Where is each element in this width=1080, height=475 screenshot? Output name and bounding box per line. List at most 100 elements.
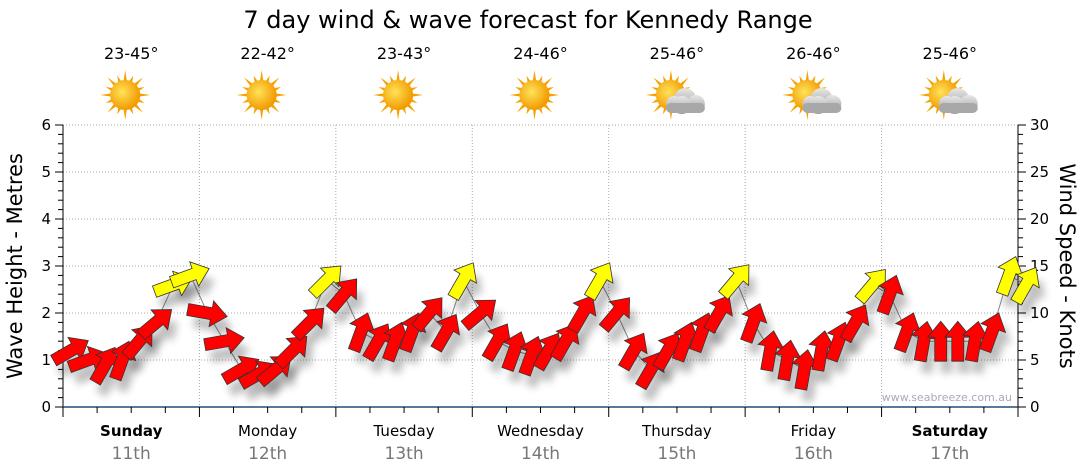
y-axis-label: Wave Height - Metres (3, 153, 27, 379)
wind-arrow (50, 336, 89, 367)
wind-arrow (460, 299, 497, 332)
arrow-shadow (709, 307, 739, 346)
day-label: Saturday (912, 422, 989, 440)
wind-arrow (978, 312, 1007, 354)
date-label: 15th (657, 444, 696, 464)
wind-arrow (325, 278, 358, 314)
wind-arrow (430, 313, 460, 353)
partly-cloudy-icon (918, 70, 978, 120)
y2-tick-label: 20 (1030, 210, 1049, 228)
day-label: Wednesday (497, 422, 584, 440)
arrow-shadow (175, 273, 216, 300)
wind-arrow (808, 330, 836, 372)
partly-cloudy-icon (645, 70, 705, 120)
wind-arrow (566, 295, 597, 334)
wind-arrow (910, 320, 938, 363)
arrow-shadow (605, 309, 636, 345)
y-tick-label: 3 (41, 257, 51, 275)
arrow-shadow (846, 317, 875, 355)
date-label: 11th (112, 444, 151, 464)
wind-arrow (186, 299, 228, 328)
arrow-shadow (861, 281, 892, 316)
y-tick-label: 2 (41, 304, 51, 322)
date-label: 16th (794, 444, 833, 464)
y-tick-label: 4 (41, 210, 51, 228)
y2-tick-label: 5 (1030, 351, 1040, 369)
wind-arrow (169, 261, 210, 289)
wind-arrow (961, 320, 990, 363)
day-label: Thursday (641, 422, 712, 440)
partly-cloudy-icon (782, 70, 842, 120)
wind-arrow (136, 309, 173, 341)
wind-arrow (583, 262, 614, 301)
arrow-shadow (454, 274, 483, 313)
wind-arrow (943, 320, 972, 362)
wind-arrow (926, 320, 955, 362)
y2-axis-label: Wind Speed - Knots (1055, 163, 1079, 368)
arrow-shadow (436, 326, 466, 365)
wind-arrow (290, 307, 325, 342)
temp-range: 26-46° (786, 44, 841, 63)
wind-arrow (740, 303, 768, 344)
wind-arrow (481, 323, 512, 363)
arrow-shadow (573, 307, 602, 346)
y2-tick-label: 30 (1030, 116, 1049, 134)
temp-range: 25-46° (923, 44, 978, 63)
arrow-shadow (556, 335, 585, 374)
sunny-icon (509, 70, 560, 120)
temp-range: 23-45° (104, 44, 159, 63)
date-label: 13th (385, 444, 424, 464)
wind-arrow (791, 349, 819, 391)
arrow-shadow (1016, 279, 1046, 318)
arrow-shadow (724, 276, 755, 312)
wind-arrow (774, 339, 802, 382)
date-label: 17th (930, 444, 969, 464)
y2-tick-label: 25 (1030, 163, 1049, 181)
wind-arrow (839, 304, 870, 344)
wind-arrow (718, 264, 750, 300)
y-tick-label: 0 (41, 398, 51, 416)
sunny-icon (100, 70, 151, 120)
wind-arrow (757, 330, 785, 372)
wind-arrow (307, 265, 342, 300)
wind-arrow (501, 331, 529, 372)
watermark: www.seabreeze.com.au (882, 391, 1012, 404)
y-tick-label: 1 (41, 351, 51, 369)
arrow-shadow (192, 312, 234, 339)
wind-arrow (893, 312, 921, 354)
y-tick-label: 6 (41, 116, 51, 134)
date-label: 12th (248, 444, 287, 464)
arrow-shadow (488, 335, 517, 374)
day-label: Tuesday (373, 422, 435, 440)
wind-arrow (876, 274, 904, 316)
day-label: Monday (238, 422, 297, 440)
arrow-shadow (590, 274, 619, 313)
wind-arrow (703, 295, 733, 334)
y2-tick-label: 0 (1030, 398, 1040, 416)
y2-tick-label: 10 (1030, 304, 1049, 322)
y-tick-label: 5 (41, 163, 51, 181)
arrow-shadow (417, 309, 448, 345)
temp-range: 22-42° (240, 44, 295, 63)
arrow-shadow (332, 290, 363, 326)
day-label: Friday (791, 422, 837, 440)
temp-range: 24-46° (513, 44, 568, 63)
temp-range: 23-43° (377, 44, 432, 63)
wind-arrow (411, 297, 443, 333)
wind-arrow (347, 312, 376, 354)
arrow-shadow (624, 345, 654, 383)
sunny-icon (373, 70, 424, 120)
wind-arrow (549, 323, 580, 363)
wind-arrow (618, 332, 648, 372)
day-label: Sunday (100, 422, 163, 440)
wind-arrow (995, 256, 1024, 297)
wind-arrow (1010, 266, 1040, 306)
arrow-shadow (467, 312, 502, 343)
wind-arrow (273, 336, 308, 370)
wind-arrow (203, 326, 245, 355)
wind-arrow (598, 297, 630, 333)
temp-range: 25-46° (650, 44, 705, 63)
wind-arrow (447, 262, 478, 301)
sunny-icon (236, 70, 287, 120)
